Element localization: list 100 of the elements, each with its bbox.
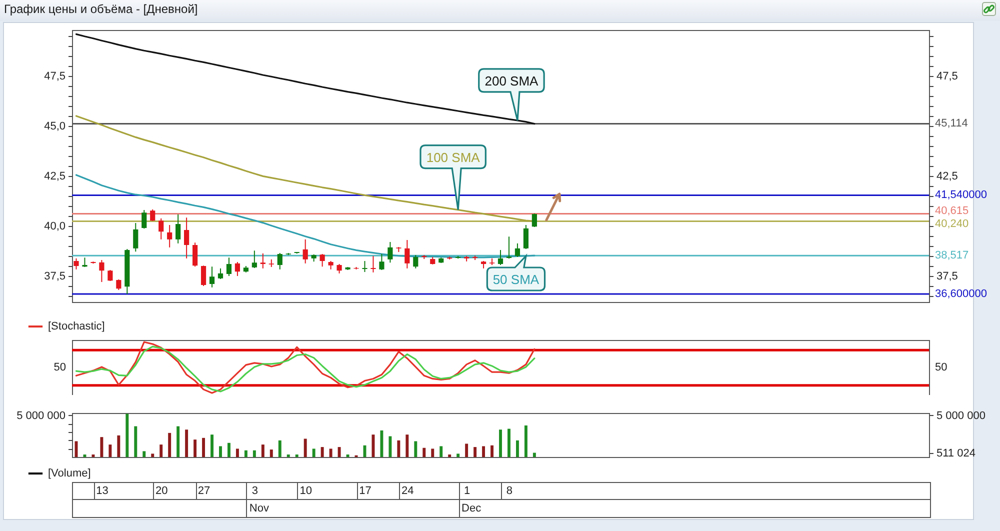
text: Nov [249,502,270,514]
bar [117,435,120,457]
bar [329,448,332,457]
ref-line-label: 40,615 [935,204,969,217]
bar [499,430,502,457]
chart-title: График цены и объёма - [Дневной] [4,2,198,16]
y-tick-label: 45,0 [44,120,66,132]
ref-line-label: 36,600000 [935,288,987,300]
candlestick [370,256,376,273]
candlestick [108,270,113,282]
candlestick [184,217,190,259]
candlestick [142,210,147,230]
candlestick [532,213,537,228]
bar [465,444,468,457]
x-tick-label: 24 [402,485,414,497]
candlestick [99,260,104,282]
y-tick-label: 47,5 [44,70,66,82]
candlestick [234,262,240,276]
bar [168,432,172,457]
bar [244,450,248,457]
bar [100,437,104,457]
bar [422,448,426,457]
y2-tick-label: 42,5 [936,170,958,182]
bar [431,448,434,457]
series-label: [Volume] [48,468,91,480]
x-tick-label: 17 [359,485,372,497]
candlestick [200,265,206,286]
bar [210,434,214,457]
x-tick-label: 27 [198,485,210,497]
candlestick [379,254,384,270]
bar [151,454,154,457]
candlestick [252,250,257,268]
bar [406,434,409,457]
x-tick-label: 20 [155,485,168,497]
y2-tick-label: 47,5 [936,70,958,82]
x-tick-label: 10 [300,485,312,497]
candlestick [226,257,232,276]
candlestick [388,242,393,264]
candlestick [362,260,368,272]
bar [185,430,188,457]
candlestick [176,214,181,244]
bar [338,447,341,457]
y-tick-label: 40,0 [44,220,66,232]
candlestick [277,252,282,270]
ref-line-label: 40,240 [935,218,969,230]
candlestick [192,242,198,268]
bar [270,450,273,457]
candlestick [260,252,266,269]
bar [304,438,307,457]
bar [312,448,316,457]
y2-tick-label: 37,5 [936,270,958,282]
candlestick [523,224,528,250]
bar [380,430,384,457]
bar [278,440,282,457]
bar [490,445,494,457]
candlestick [506,236,512,260]
candlestick [413,254,418,269]
bar [397,440,400,457]
bar [219,446,222,457]
bar [261,444,264,457]
candlestick [514,242,520,258]
text: 100 SMA [426,150,480,165]
candlestick [302,238,308,264]
bar [440,446,443,457]
candlestick [82,257,88,268]
bar [388,436,392,457]
bar [320,447,324,457]
bar [372,434,375,457]
y2-tick-label: 5 000 000 [936,410,986,422]
legend-label: [Stochastic] [48,320,105,332]
bar [524,425,528,457]
ref-line-label: 45,114 [935,118,968,130]
ref-line-label: 41,540000 [935,189,987,202]
bar [236,448,239,457]
bar [134,426,138,457]
bar [252,450,256,457]
ref-line-label: 38,517 [935,250,969,262]
bar [532,452,536,457]
candlestick [218,268,224,280]
bar [126,414,129,457]
candlestick [74,258,79,270]
y2-tick-label: 511 024 [936,447,976,460]
x-tick-label: 1 [464,485,470,497]
bar [474,447,477,457]
candlestick [133,222,138,252]
bar [414,441,418,457]
bar [108,444,112,457]
text: 200 SMA [484,73,539,88]
bar [176,426,180,457]
candlestick [158,218,164,240]
bar [160,444,163,457]
y-tick-label: 5 000 000 [16,410,66,422]
x-tick-label: 3 [252,485,258,497]
bar [142,451,146,457]
candlestick [498,250,504,266]
candlestick [116,278,122,290]
bar [482,446,486,457]
bar [202,438,206,457]
text: 50 [54,362,66,374]
candlestick [150,208,156,222]
